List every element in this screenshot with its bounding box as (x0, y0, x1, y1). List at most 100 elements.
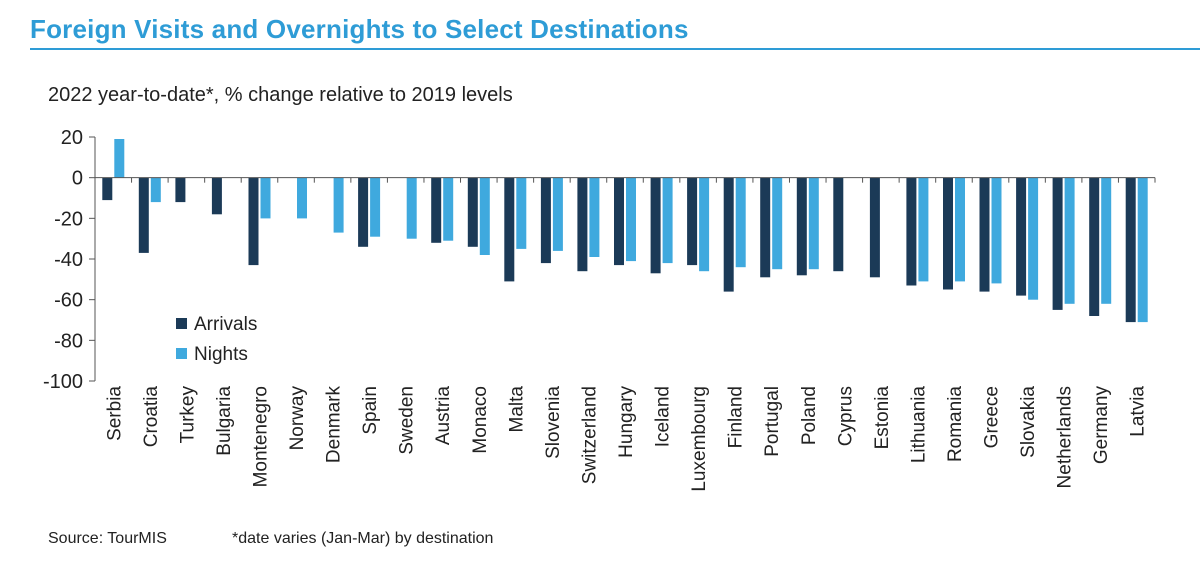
x-tick-label: Finland (726, 386, 747, 448)
bar-arrivals-slovakia (1016, 177, 1027, 296)
y-tick-label: -20 (54, 208, 83, 230)
bar-nights-denmark (333, 177, 344, 233)
chart-title: Foreign Visits and Overnights to Select … (30, 14, 689, 44)
bars (102, 139, 1148, 323)
bar-nights-netherlands (1064, 177, 1075, 304)
bar-arrivals-turkey (175, 177, 186, 203)
y-tick-label: 0 (72, 168, 83, 190)
y-tick-label: -80 (54, 330, 83, 352)
x-tick-label: Slovakia (1018, 386, 1039, 458)
x-tick-label: Croatia (141, 386, 162, 448)
x-tick-label: Bulgaria (214, 386, 235, 456)
bar-arrivals-bulgaria (211, 177, 222, 215)
bar-nights-sweden (406, 177, 417, 239)
bar-nights-hungary (626, 177, 636, 262)
bar-nights-romania (955, 177, 965, 282)
chart-subtitle: 2022 year-to-date*, % change relative to… (48, 84, 513, 106)
bar-arrivals-monaco (467, 177, 478, 247)
legend-label-arrivals: Arrivals (194, 314, 257, 335)
x-tick-label: Slovenia (543, 386, 564, 459)
bar-arrivals-montenegro (248, 177, 259, 266)
bar-arrivals-estonia (869, 177, 880, 278)
x-tick-label: Serbia (104, 386, 125, 441)
bar-arrivals-serbia (102, 177, 113, 201)
x-axis: Serbia Croatia Turkey Bulgaria Montenegro Nor… (94, 177, 1156, 492)
bar-arrivals-hungary (614, 177, 624, 266)
x-tick-label: Greece (982, 386, 1003, 448)
x-tick-label: Denmark (324, 386, 345, 464)
x-tick-label: Estonia (872, 386, 893, 450)
source-note: Source: TourMIS (48, 530, 167, 547)
x-tick-label: Netherlands (1055, 386, 1076, 488)
legend: Arrivals Nights (176, 314, 257, 365)
y-tick-label: -60 (54, 290, 83, 312)
y-tick-label: -40 (54, 249, 83, 271)
title-divider (30, 48, 1200, 50)
bar-nights-norway (297, 177, 307, 219)
bar-arrivals-latvia (1125, 177, 1136, 323)
bar-arrivals-lithuania (906, 177, 917, 286)
x-tick-label: Hungary (616, 386, 637, 458)
x-tick-label: Switzerland (579, 386, 600, 484)
x-tick-label: Turkey (177, 386, 198, 444)
bar-arrivals-croatia (138, 177, 149, 253)
x-tick-label: Iceland (653, 386, 674, 447)
bar-arrivals-austria (431, 177, 442, 243)
bar-arrivals-spain (358, 177, 369, 247)
bar-arrivals-malta (504, 177, 515, 282)
bar-nights-lithuania (918, 177, 929, 282)
bar-nights-luxembourg (699, 177, 710, 272)
bar-arrivals-iceland (650, 177, 661, 274)
y-axis: 20 0 -20 -40 -60 -80 -100 (43, 127, 96, 393)
bar-arrivals-romania (943, 177, 953, 290)
x-tick-label: Sweden (397, 386, 418, 455)
bar-nights-malta (516, 177, 527, 249)
bar-arrivals-netherlands (1052, 177, 1063, 310)
bar-nights-greece (991, 177, 1002, 284)
bar-arrivals-luxembourg (687, 177, 698, 266)
bar-nights-latvia (1137, 177, 1148, 323)
bar-arrivals-finland (723, 177, 734, 292)
y-tick-label: -100 (43, 371, 83, 393)
bar-nights-iceland (662, 177, 673, 264)
bar-arrivals-germany (1089, 177, 1100, 316)
x-tick-label: Poland (799, 386, 820, 445)
x-tick-label: Spain (360, 386, 381, 435)
x-tick-label: Monaco (470, 386, 491, 454)
bar-nights-slovenia (552, 177, 563, 251)
bar-nights-switzerland (589, 177, 600, 257)
bar-nights-poland (808, 177, 819, 270)
bar-arrivals-greece (979, 177, 990, 292)
bar-nights-finland (735, 177, 746, 268)
legend-swatch-nights (176, 348, 187, 359)
bar-arrivals-portugal (760, 177, 771, 278)
x-tick-label: Malta (506, 386, 527, 433)
legend-swatch-arrivals (176, 318, 187, 329)
x-tick-label: Luxembourg (689, 386, 710, 492)
bar-arrivals-poland (796, 177, 807, 276)
bar-nights-serbia (114, 139, 125, 178)
bar-nights-montenegro (260, 177, 271, 219)
bar-nights-croatia (150, 177, 161, 203)
bar-nights-slovakia (1028, 177, 1039, 300)
x-tick-label: Norway (287, 386, 308, 451)
bar-nights-monaco (479, 177, 490, 255)
x-tick-label: Montenegro (250, 386, 271, 487)
bar-nights-germany (1101, 177, 1112, 304)
bar-nights-spain (370, 177, 381, 237)
legend-label-nights: Nights (194, 344, 248, 365)
x-tick-label: Latvia (1128, 386, 1149, 437)
bar-arrivals-slovenia (540, 177, 551, 264)
bar-nights-portugal (772, 177, 783, 270)
bar-arrivals-switzerland (577, 177, 588, 272)
date-footnote: *date varies (Jan-Mar) by destination (232, 530, 494, 547)
bar-arrivals-cyprus (833, 177, 844, 272)
bar-nights-austria (443, 177, 454, 241)
x-tick-label: Romania (945, 386, 966, 462)
y-tick-label: 20 (61, 127, 83, 149)
x-tick-label: Austria (433, 386, 454, 446)
x-tick-label: Germany (1091, 386, 1112, 465)
x-tick-label: Lithuania (908, 386, 929, 464)
x-tick-label: Portugal (762, 386, 783, 457)
